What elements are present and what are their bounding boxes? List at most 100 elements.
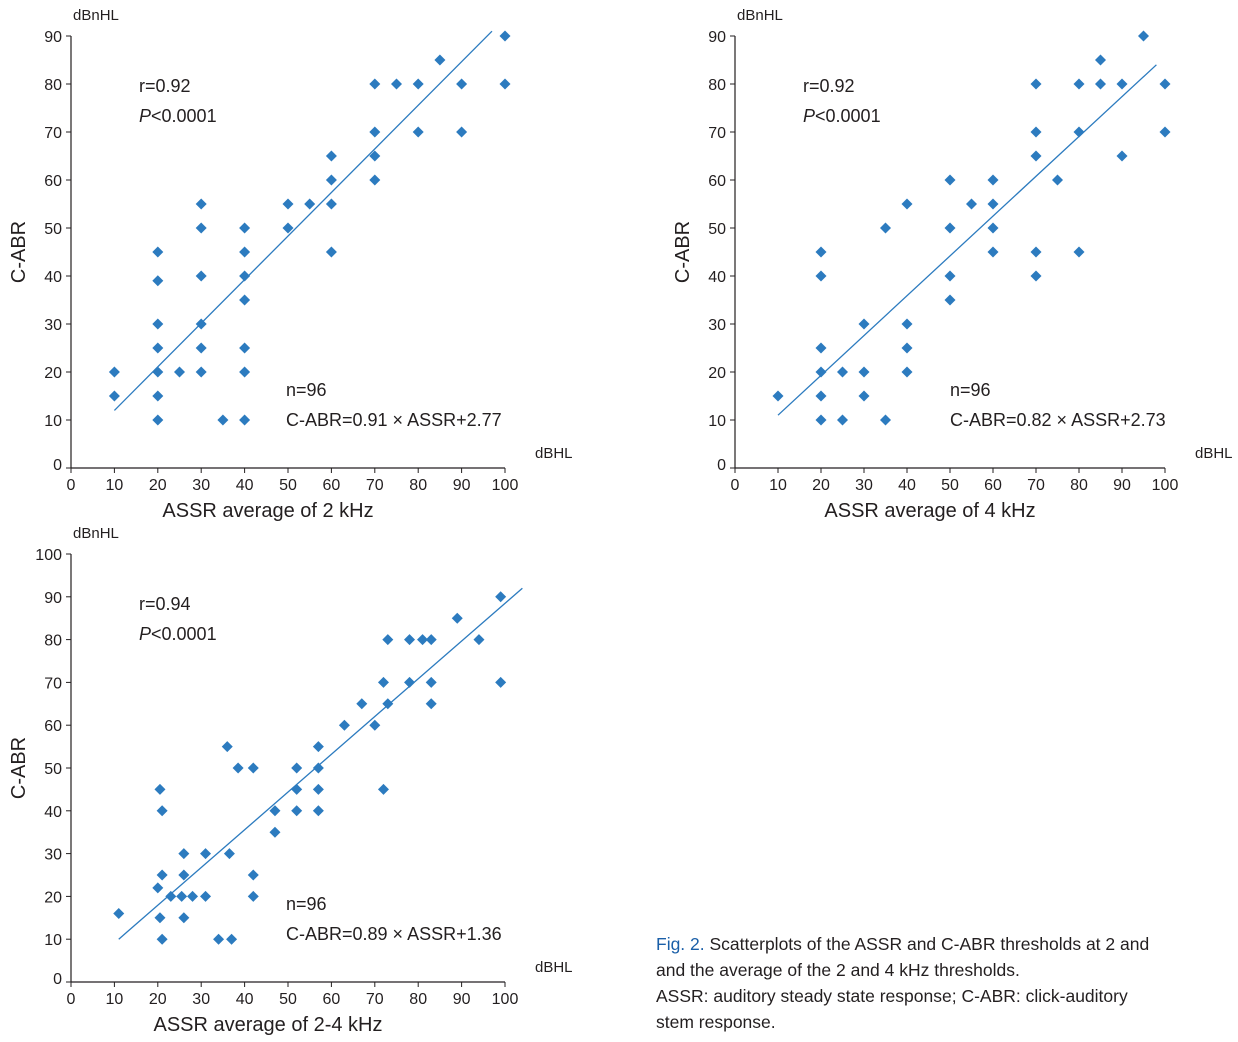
p-value-text: <0.0001 [151,624,217,644]
y-tick-label: 20 [44,365,62,382]
data-point [434,54,446,66]
data-point [247,869,259,881]
x-tick-label: 100 [1152,477,1179,494]
data-point [195,342,207,354]
y-unit-label: dBnHL [737,7,783,24]
data-point [187,890,199,902]
data-point [987,222,999,234]
data-point [304,198,316,210]
x-tick-label: 50 [941,477,959,494]
y-tick-label: 60 [708,173,726,190]
data-point [495,676,507,688]
data-point [944,294,956,306]
data-point [837,414,848,426]
data-point [858,366,870,378]
data-point [987,246,999,258]
data-point [113,908,125,920]
data-point [178,912,190,924]
data-point [174,366,185,378]
y-tick-label: 10 [708,413,726,430]
data-point [987,198,999,210]
regression-line [777,64,1157,416]
data-point [815,270,827,282]
data-point [239,246,251,258]
x-tick-label: 40 [236,991,254,1008]
scatter-panel-2: 0 10 20 30 40 50 60 70 80 90 0 10 20 30 40 50 60 70 80 90 10… [672,7,1233,522]
data-point [156,869,168,881]
x-tick-label: 0 [67,991,76,1008]
y-tick-label: 50 [44,761,62,778]
data-point [1116,150,1128,162]
data-point [195,222,207,234]
data-point [966,198,977,210]
data-point [837,366,848,378]
data-point [325,174,337,186]
data-point [338,719,350,731]
data-point [217,414,229,426]
y-tick-label: 80 [708,77,726,94]
data-point [1052,174,1063,186]
x-tick-label: 0 [67,477,76,494]
data-point [382,698,394,710]
data-point [239,222,251,234]
figure-caption: Fig. 2. Scatterplots of the ASSR and C-A… [656,931,1216,1035]
data-point [880,222,891,234]
data-point [247,890,259,902]
data-point [239,342,251,354]
data-point [195,198,207,210]
x-tick-label: 20 [149,991,167,1008]
x-unit-label: dBHL [535,445,573,462]
data-point [165,890,177,902]
data-point [456,78,468,90]
caption-line-4: stem response. [656,1012,776,1032]
y-tick-label: 0 [53,457,62,474]
data-point [1159,126,1171,138]
y-tick-label: 30 [708,317,726,334]
x-tick-label: 30 [855,477,873,494]
p-value-symbol: P [139,624,151,644]
y-tick-label: 60 [44,718,62,735]
x-tick-label: 60 [323,991,341,1008]
x-tick-label: 50 [279,991,297,1008]
data-point [108,390,120,402]
correlation-label: r=0.94 [139,594,191,614]
p-value-symbol: P [803,106,815,126]
data-point [176,890,188,902]
data-point [382,634,394,646]
x-tick-label: 70 [366,477,384,494]
sample-size-label: n=96 [286,894,327,914]
y-tick-label: 0 [53,971,62,988]
y-tick-label: 80 [44,633,62,650]
x-tick-label: 50 [279,477,297,494]
x-tick-label: 10 [106,991,124,1008]
x-tick-label: 90 [1113,477,1131,494]
data-point [247,762,259,774]
x-tick-label: 30 [192,991,210,1008]
y-tick-label: 90 [44,29,62,46]
y-tick-label: 40 [44,269,62,286]
data-point [269,826,281,838]
data-point [1073,78,1085,90]
x-tick-label: 80 [1070,477,1088,494]
data-point [901,318,913,330]
correlation-label: r=0.92 [803,76,855,96]
data-point [239,366,251,378]
y-axis-title: C-ABR [8,737,30,799]
data-point [425,634,437,646]
data-point [312,762,324,774]
data-point [195,366,207,378]
data-point [815,390,827,402]
scatter-panel-1: 0 10 20 30 40 50 60 70 80 90 0 10 20 30 40 50 60 70 80 90 10… [8,7,573,522]
data-point [325,150,337,162]
data-point [154,783,166,795]
data-point [377,783,389,795]
y-axis-title: C-ABR [672,221,694,283]
caption-line-3: ASSR: auditory steady state response; C-… [656,986,1128,1006]
data-point [232,762,244,774]
data-point [325,198,337,210]
data-point [291,805,303,817]
data-point [152,342,164,354]
x-tick-label: 70 [366,991,384,1008]
y-tick-label: 90 [708,29,726,46]
p-value-text: <0.0001 [815,106,881,126]
